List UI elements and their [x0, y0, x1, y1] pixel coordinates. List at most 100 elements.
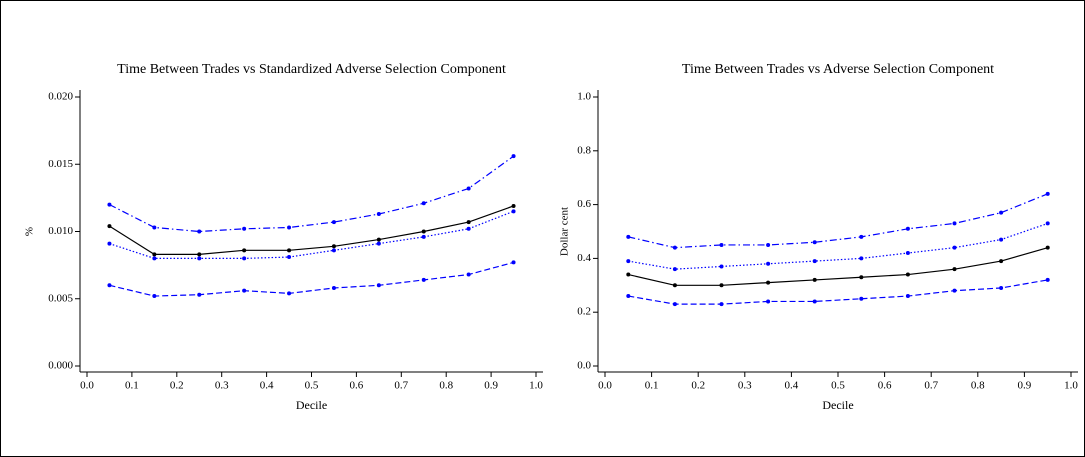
point — [107, 241, 112, 246]
point — [766, 261, 771, 266]
point — [859, 234, 864, 239]
x-tick-label: 0.3 — [215, 380, 229, 392]
point — [197, 229, 202, 234]
point — [197, 292, 202, 297]
x-tick-label: 0.1 — [125, 380, 139, 392]
point — [376, 283, 381, 288]
series-line — [109, 155, 514, 233]
x-axis-label: Decile — [822, 398, 853, 412]
y-tick-label: 0.0 — [577, 360, 591, 372]
point — [197, 252, 202, 257]
point — [421, 234, 426, 239]
point — [812, 240, 817, 245]
chart-title: Time Between Trades vs Adverse Selection… — [682, 62, 994, 77]
point — [511, 203, 516, 208]
point — [511, 260, 516, 265]
x-tick-label: 0.6 — [350, 380, 364, 392]
point — [766, 280, 771, 285]
point — [421, 277, 426, 282]
point — [672, 245, 677, 250]
point — [719, 283, 724, 288]
point — [952, 245, 957, 250]
x-tick-label: 0.2 — [691, 380, 705, 392]
x-tick-label: 0.0 — [598, 380, 612, 392]
point — [287, 255, 292, 260]
point — [672, 283, 677, 288]
y-axis-label: Dollar cent — [559, 207, 571, 256]
point — [421, 201, 426, 206]
chart-title: Time Between Trades vs Standardized Adve… — [117, 62, 506, 77]
x-tick-label: 0.7 — [924, 380, 938, 392]
x-tick-label: 0.6 — [878, 380, 892, 392]
x-tick-label: 0.8 — [439, 380, 453, 392]
y-tick-label: 0.005 — [48, 292, 73, 304]
point — [952, 288, 957, 293]
x-tick-label: 0.5 — [831, 380, 845, 392]
point — [1045, 277, 1050, 282]
y-tick-label: 0.010 — [48, 225, 73, 237]
point — [331, 220, 336, 225]
point — [287, 248, 292, 253]
point — [511, 154, 516, 159]
x-tick-label: 0.5 — [305, 380, 319, 392]
point — [1045, 221, 1050, 226]
point — [999, 285, 1004, 290]
point — [719, 302, 724, 307]
point — [376, 212, 381, 217]
point — [905, 294, 910, 299]
point — [287, 225, 292, 230]
point — [511, 209, 516, 214]
x-tick-label: 0.4 — [260, 380, 274, 392]
point — [466, 220, 471, 225]
point — [859, 275, 864, 280]
point — [766, 242, 771, 247]
x-tick-label: 0.8 — [971, 380, 985, 392]
point — [466, 226, 471, 231]
point — [421, 229, 426, 234]
point — [952, 267, 957, 272]
point — [719, 242, 724, 247]
series-line — [109, 205, 514, 255]
point — [331, 248, 336, 253]
point — [107, 283, 112, 288]
point — [766, 299, 771, 304]
x-axis-label: Decile — [296, 398, 327, 412]
point — [107, 202, 112, 207]
point — [999, 259, 1004, 264]
point — [626, 294, 631, 299]
point — [287, 291, 292, 296]
y-tick-label: 0.2 — [577, 306, 591, 318]
point — [466, 272, 471, 277]
point — [905, 272, 910, 277]
point — [242, 288, 247, 293]
point — [672, 302, 677, 307]
series-line — [628, 193, 1048, 249]
y-tick-label: 1.0 — [577, 91, 591, 103]
point — [626, 234, 631, 239]
y-tick-label: 0.000 — [48, 360, 73, 372]
point — [626, 259, 631, 264]
point — [812, 277, 817, 282]
point — [376, 241, 381, 246]
point — [672, 267, 677, 272]
point — [466, 186, 471, 191]
point — [905, 251, 910, 256]
x-tick-label: 1.0 — [1064, 380, 1078, 392]
y-axis-label: % — [24, 227, 36, 236]
x-tick-label: 1.0 — [529, 380, 543, 392]
point — [107, 224, 112, 229]
point — [152, 225, 157, 230]
point — [719, 264, 724, 269]
point — [331, 244, 336, 249]
x-tick-label: 0.7 — [394, 380, 408, 392]
y-tick-label: 0.6 — [577, 198, 591, 210]
x-tick-label: 0.0 — [80, 380, 94, 392]
x-tick-label: 0.4 — [785, 380, 799, 392]
point — [626, 272, 631, 277]
point — [242, 248, 247, 253]
point — [859, 296, 864, 301]
point — [859, 256, 864, 261]
series-line — [628, 247, 1048, 286]
